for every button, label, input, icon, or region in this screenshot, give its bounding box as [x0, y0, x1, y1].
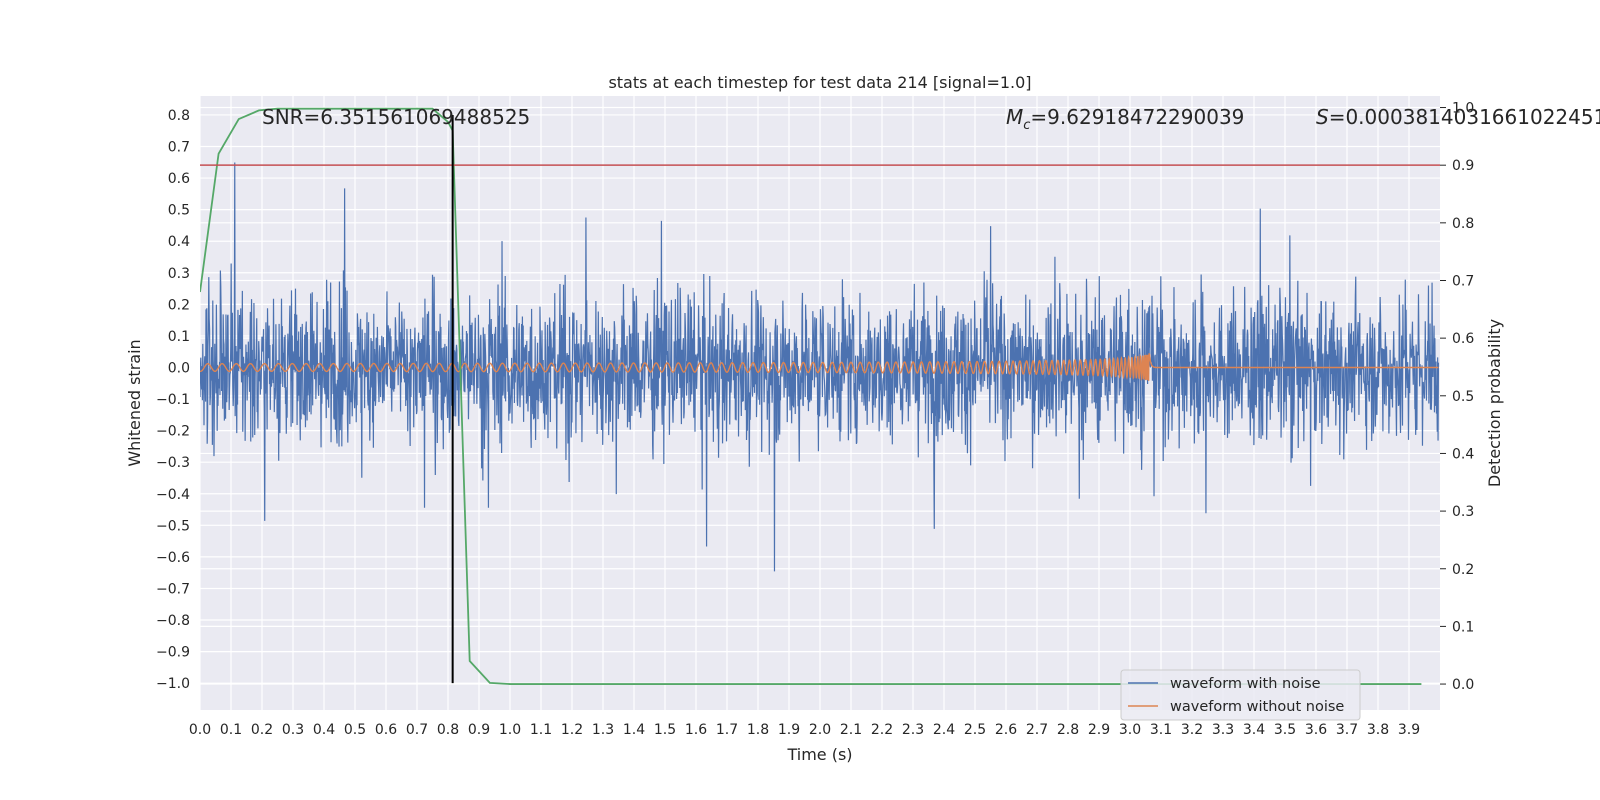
x-tick-label: 2.5: [964, 722, 986, 738]
y2-tick-label: 0.4: [1452, 446, 1474, 462]
spin-symbol: S: [1316, 105, 1329, 129]
x-tick-label: 3.3: [1212, 722, 1234, 738]
chirp-mass-subscript: c: [1023, 118, 1030, 133]
y-tick-label: 0.4: [168, 234, 190, 250]
y-tick-label: −0.8: [156, 613, 190, 629]
x-tick-label: 2.0: [809, 722, 831, 738]
y2-axis-ticks: 1.0 0.9 0.8 0.7 0.6 0.5 0.4 0.3 0.2 0.1 0.0: [1440, 101, 1474, 693]
y2-tick-label: 0.1: [1452, 619, 1474, 635]
y-tick-label: 0.0: [168, 360, 190, 376]
x-tick-label: 0.6: [375, 722, 397, 738]
x-tick-label: 3.1: [1150, 722, 1172, 738]
x-tick-label: 0.9: [468, 722, 490, 738]
snr-annotation: SNR=6.351561069488525: [262, 105, 530, 129]
x-tick-label: 2.3: [902, 722, 924, 738]
x-tick-label: 0.2: [251, 722, 273, 738]
x-tick-label: 2.9: [1088, 722, 1110, 738]
y-tick-label: −0.1: [156, 392, 190, 408]
y-axis-ticks: 0.8 0.7 0.6 0.5 0.4 0.3 0.2 0.1 0.0 −0.1 −0.2 −0.3 −…: [156, 108, 190, 692]
x-tick-label: 2.7: [1026, 722, 1048, 738]
x-tick-label: 2.8: [1057, 722, 1079, 738]
x-tick-label: 1.2: [561, 722, 583, 738]
y2-tick-label: 0.8: [1452, 216, 1474, 232]
x-tick-label: 0.5: [344, 722, 366, 738]
plot-area: [200, 107, 1440, 685]
y2-tick-label: 0.7: [1452, 273, 1474, 289]
y-tick-label: −0.4: [156, 487, 190, 503]
y2-tick-label: 0.9: [1452, 158, 1474, 174]
series-waveform-with-noise: [200, 162, 1440, 572]
y-tick-label: 0.7: [168, 140, 190, 156]
x-tick-label: 2.1: [840, 722, 862, 738]
y2-tick-label: 0.6: [1452, 331, 1474, 347]
y-tick-label: −0.3: [156, 455, 190, 471]
y-tick-label: −0.5: [156, 518, 190, 534]
x-tick-label: 2.6: [995, 722, 1017, 738]
legend-label-clean: waveform without noise: [1170, 699, 1344, 715]
x-tick-label: 1.7: [716, 722, 738, 738]
x-tick-label: 1.6: [685, 722, 707, 738]
x-axis-label: Time (s): [786, 745, 852, 764]
legend: waveform with noise waveform without noi…: [1120, 669, 1361, 721]
y-tick-label: −0.7: [156, 581, 190, 597]
x-tick-label: 2.2: [871, 722, 893, 738]
x-tick-label: 1.4: [623, 722, 645, 738]
x-tick-label: 1.0: [499, 722, 521, 738]
y-tick-label: 0.1: [168, 329, 190, 345]
x-tick-label: 3.5: [1274, 722, 1296, 738]
x-tick-label: 0.8: [437, 722, 459, 738]
y-tick-label: 0.2: [168, 297, 190, 313]
y-tick-label: −0.2: [156, 424, 190, 440]
chart-title: stats at each timestep for test data 214…: [608, 73, 1031, 92]
chirp-mass-symbol: M: [1006, 105, 1023, 129]
x-tick-label: 0.0: [189, 722, 211, 738]
x-tick-label: 3.0: [1119, 722, 1141, 738]
spin-annotation: S=0.0003814031661022451: [1316, 105, 1600, 129]
x-tick-label: 1.5: [654, 722, 676, 738]
legend-box: [1120, 669, 1361, 721]
y-tick-label: 0.5: [168, 203, 190, 219]
legend-label-noise: waveform with noise: [1170, 676, 1321, 692]
x-tick-label: 3.7: [1336, 722, 1358, 738]
x-tick-label: 3.4: [1243, 722, 1265, 738]
x-tick-label: 0.4: [313, 722, 335, 738]
x-tick-label: 3.6: [1305, 722, 1327, 738]
y-tick-label: −0.6: [156, 550, 190, 566]
x-tick-label: 0.7: [406, 722, 428, 738]
series-detection-probability: [200, 107, 1422, 685]
chirp-mass-annotation: Mc=9.62918472290039: [1006, 105, 1244, 133]
x-tick-label: 1.1: [530, 722, 552, 738]
y-tick-label: 0.6: [168, 171, 190, 187]
series-waveform-without-noise: [200, 353, 1439, 381]
x-tick-label: 1.9: [778, 722, 800, 738]
x-tick-label: 1.3: [592, 722, 614, 738]
y2-tick-label: 0.2: [1452, 562, 1474, 578]
x-tick-label: 3.8: [1367, 722, 1389, 738]
chirp-mass-value: =9.62918472290039: [1030, 105, 1244, 129]
y-tick-label: 0.3: [168, 266, 190, 282]
spin-value: =0.0003814031661022451: [1329, 105, 1600, 129]
y2-tick-label: 1.0: [1452, 101, 1474, 117]
x-tick-label: 3.2: [1181, 722, 1203, 738]
y-tick-label: −0.9: [156, 645, 190, 661]
y2-tick-label: 0.0: [1452, 677, 1474, 693]
x-axis-ticks: 0.0 0.1 0.2 0.3 0.4 0.5 0.6 0.7 0.8 0.9 1.0 1.1 1.2 1…: [189, 722, 1420, 738]
y2-axis-label: Detection probability: [1485, 319, 1504, 487]
x-tick-label: 2.4: [933, 722, 955, 738]
y2-tick-label: 0.5: [1452, 389, 1474, 405]
x-tick-label: 1.8: [747, 722, 769, 738]
y-axis-label: Whitened strain: [125, 339, 144, 466]
y2-tick-label: 0.3: [1452, 504, 1474, 520]
y-tick-label: 0.8: [168, 108, 190, 124]
x-tick-label: 0.1: [220, 722, 242, 738]
x-tick-label: 0.3: [282, 722, 304, 738]
x-tick-label: 3.9: [1398, 722, 1420, 738]
y-tick-label: −1.0: [156, 676, 190, 692]
